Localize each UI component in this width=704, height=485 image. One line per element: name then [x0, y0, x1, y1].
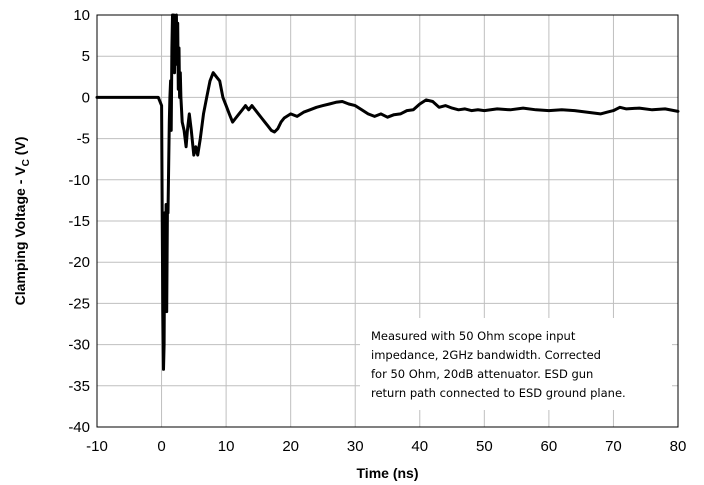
x-tick-labels: -10 0 10 20 30 40 50 60 70 80	[86, 438, 686, 455]
x-tick-label: 30	[347, 438, 364, 455]
y-tick-label: -35	[68, 378, 90, 395]
annotation-line: return path connected to ESD ground plan…	[371, 386, 626, 400]
x-tick-label: 70	[605, 438, 622, 455]
annotation-line: for 50 Ohm, 20dB attenuator. ESD gun	[371, 367, 593, 381]
y-tick-label: -15	[68, 213, 90, 230]
y-axis-label: Clamping Voltage - VC (V)	[12, 137, 32, 306]
x-tick-label: 10	[218, 438, 235, 455]
y-axis-label-main: Clamping Voltage - V	[12, 166, 28, 306]
annotation-box: Measured with 50 Ohm scope input impedanc…	[360, 318, 672, 410]
y-tick-labels: 10 5 0 -5 -10 -15 -20 -25 -30 -35 -40	[68, 7, 90, 436]
y-tick-label: 5	[82, 48, 90, 65]
x-axis-label: Time (ns)	[357, 465, 419, 481]
x-tick-label: 0	[157, 438, 165, 455]
y-tick-label: -30	[68, 337, 90, 354]
x-tick-label: 40	[411, 438, 428, 455]
x-tick-label: 80	[670, 438, 687, 455]
x-tick-label: 60	[541, 438, 558, 455]
x-tick-label: 20	[282, 438, 299, 455]
y-tick-label: 10	[73, 7, 90, 24]
series-line	[95, 13, 680, 371]
y-tick-label: -5	[77, 131, 90, 148]
x-tick-label: 50	[476, 438, 493, 455]
annotation-line: Measured with 50 Ohm scope input	[371, 329, 576, 343]
plot-frame	[96, 14, 679, 428]
y-tick-label: -40	[68, 419, 90, 436]
y-tick-label: -20	[68, 254, 90, 271]
y-tick-label: -10	[68, 172, 90, 189]
y-axis-label-unit: (V)	[12, 137, 28, 160]
y-tick-label: -25	[68, 295, 90, 312]
x-tick-label: -10	[86, 438, 108, 455]
y-tick-label: 0	[82, 89, 90, 106]
annotation-line: impedance, 2GHz bandwidth. Corrected	[371, 348, 601, 362]
y-axis-label-subscript: C	[21, 159, 32, 166]
